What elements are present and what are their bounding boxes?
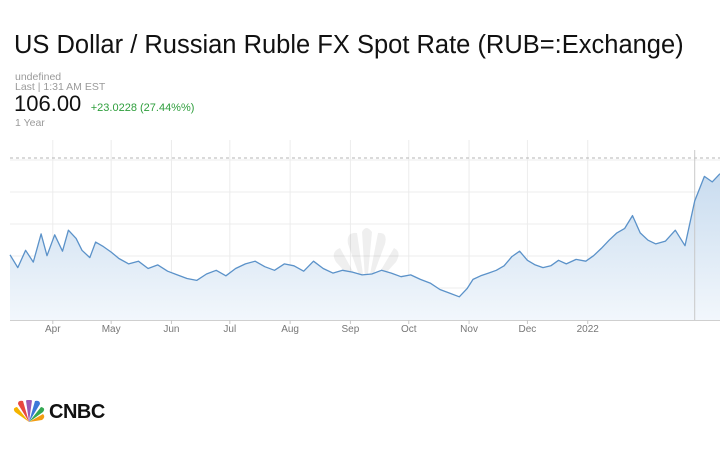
x-tick-label: Jun [163,324,179,335]
x-tick-label: Jul [223,324,236,335]
price-area [10,173,720,320]
last-price: 106.00 [14,91,82,116]
price-row: 106.00 +23.0228 (27.44%%) [14,91,194,117]
x-tick-label: Apr [45,324,61,335]
x-tick-label: Oct [401,324,417,335]
price-line [9,173,720,298]
chart-title: US Dollar / Russian Ruble FX Spot Rate (… [14,31,684,59]
x-tick-label: Dec [519,324,537,335]
x-tick-label: May [102,324,121,335]
x-tick-label: Aug [281,324,299,335]
data-source-label: undefined [15,71,62,83]
cnbc-peacock-icon [13,400,45,422]
cnbc-wordmark: CNBC [49,401,105,423]
last-updated-label: Last | 1:31 AM EST [15,81,106,93]
x-tick-label: Nov [460,324,478,335]
x-axis-labels: Apr May Jun Jul Aug Sep Oct Nov Dec 2022 [45,324,599,335]
x-tick-label: 2022 [577,324,600,335]
time-range-label: 1 Year [15,117,45,129]
price-change: +23.0228 (27.44%%) [90,102,195,114]
x-axis-ticks [52,320,589,324]
x-tick-label: Sep [342,324,360,335]
